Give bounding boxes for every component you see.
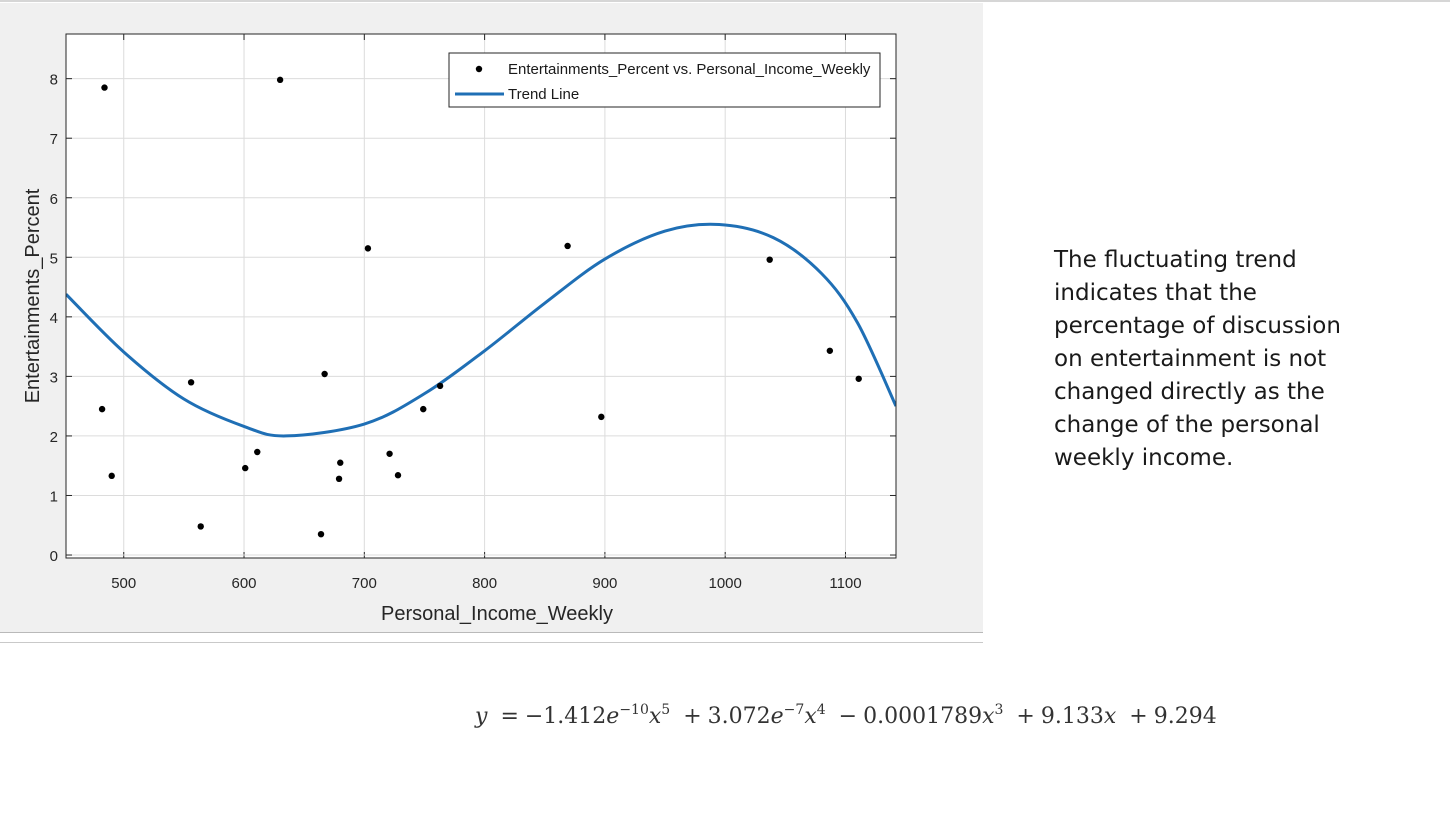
y-tick-label: 6 [50,191,58,208]
x-axis-label: Personal_Income_Weekly [381,603,613,625]
legend-label: Entertainments_Percent vs. Personal_Inco… [508,61,871,78]
eq-lhs: y [475,704,488,729]
data-point [254,448,261,456]
y-tick-label: 0 [50,548,58,565]
data-point [826,347,834,354]
x-tick-label: 500 [111,575,136,592]
data-point [394,472,402,479]
data-point [335,475,343,483]
data-point [364,245,372,252]
data-point [197,523,204,530]
legend-box [448,52,881,108]
eq-op1: + [683,704,702,729]
eq-t3-pow: 3 [994,702,1004,718]
data-point [436,382,444,390]
eq-t5: 9.294 [1153,704,1217,729]
data-point [386,450,393,457]
data-point [98,405,106,413]
data-point [321,370,328,378]
eq-t2-pow: 4 [816,702,826,718]
y-axis-label: Entertainments_Percent [22,188,44,403]
eq-t2-e: e [770,704,784,729]
plot-data [66,76,896,538]
y-tick-label: 5 [50,250,58,267]
eq-t3-coef: 0.0001789 [863,704,983,729]
data-point [564,242,571,250]
x-tick-label: 600 [232,575,257,592]
description-text: The fluctuating trend indicates that the… [1054,247,1341,471]
data-point [337,459,344,466]
y-tick-label: 1 [50,488,58,505]
plot-area [66,34,896,558]
eq-op3: + [1016,704,1035,729]
data-point [101,84,108,91]
eq-t3-x: x [982,704,995,729]
trend-equation: y = −1.412e−10x5 +3.072e−7x4 −0.0001789x3… [475,702,1217,729]
legend-label: Trend Line [508,86,579,103]
data-point [766,256,773,263]
data-point [108,472,115,480]
y-tick-label: 4 [50,310,58,327]
data-point [242,464,249,472]
y-tick-label: 8 [50,72,58,89]
y-tick-label: 2 [50,429,58,446]
data-point [855,375,862,382]
y-tick-label: 7 [50,131,58,148]
eq-t2-x: x [804,704,817,729]
data-point [598,413,605,421]
data-point [317,530,325,538]
eq-t1-x: x [648,704,662,729]
plot-border [65,33,897,559]
scatter-chart: 500 600 700 800 900 1000 1100 0 1 2 3 4 5 6 7 8 Personal… [22,33,897,625]
eq-op4: + [1129,704,1148,729]
eq-t1-exp: −10 [619,702,649,718]
eq-t4-coef: 9.133 [1040,704,1104,729]
panel-divider [0,642,983,643]
legend-marker-points [475,65,483,73]
data-point [276,76,284,84]
data-point [187,379,195,386]
panel-divider [0,632,983,633]
eq-t1-pow: 5 [661,702,671,718]
figure-panel: 500 600 700 800 900 1000 1100 0 1 2 3 4 5 6 7 8 Personal… [0,3,983,632]
x-tick-label: 700 [352,575,377,592]
eq-t2-exp: −7 [783,702,805,718]
x-tick-label: 800 [472,575,497,592]
eq-equals: = [500,704,519,729]
x-tick-label: 900 [592,575,617,592]
x-tick-label: 1000 [709,575,742,592]
y-tick-label: 3 [50,369,58,386]
x-tick-label: 1100 [829,575,861,592]
eq-t4-x: x [1103,704,1117,729]
eq-t2-coef: 3.072 [707,704,771,729]
trend-line [66,222,896,438]
eq-t1-coef: −1.412 [524,704,607,729]
top-rule [0,0,1450,2]
data-point [420,405,427,413]
eq-op2: − [838,704,858,729]
eq-t1-e: e [606,704,620,729]
